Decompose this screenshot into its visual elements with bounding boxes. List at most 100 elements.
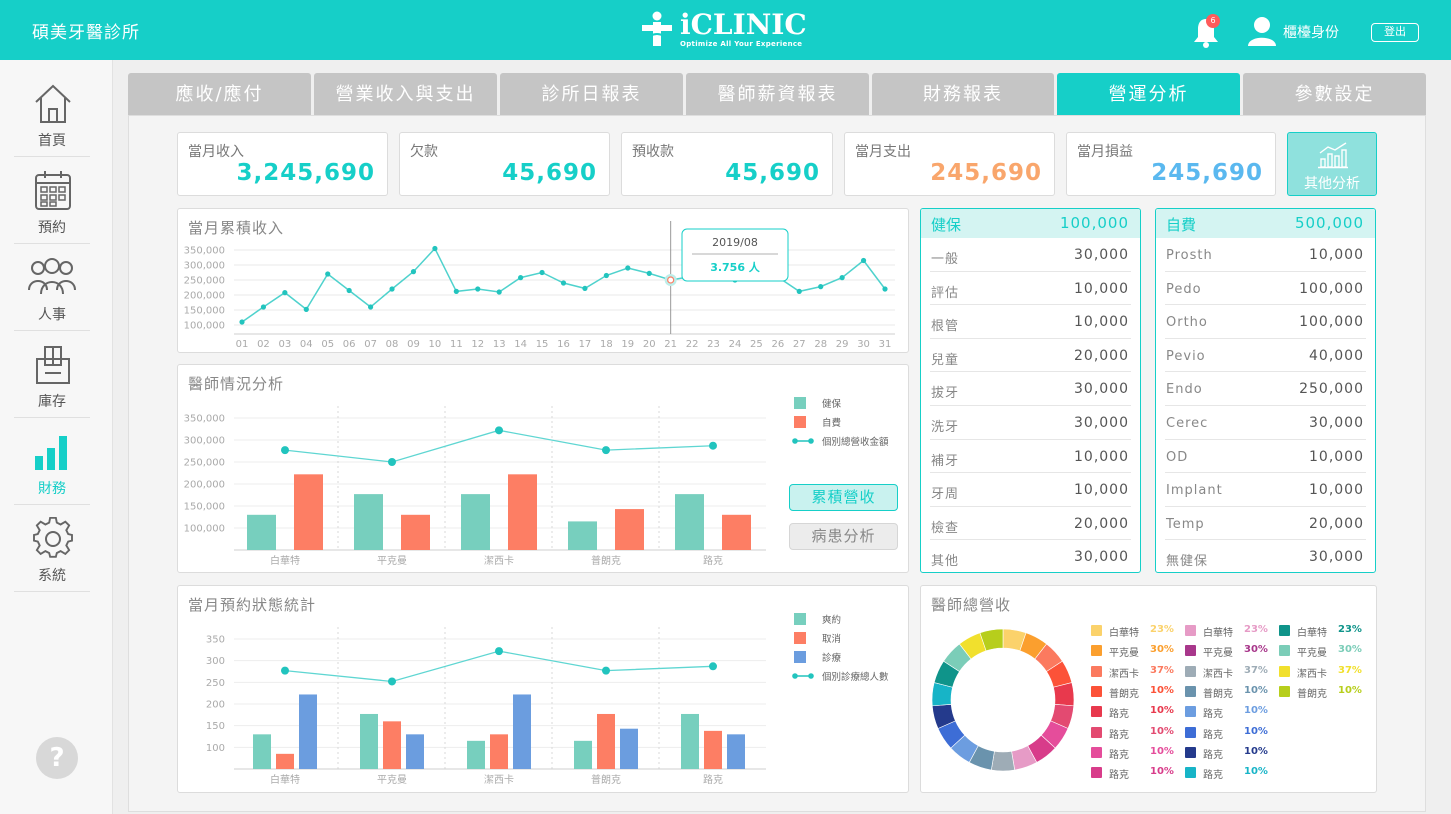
logout-button[interactable]: 登出 [1371, 23, 1419, 42]
bar [276, 753, 294, 769]
other-analysis-button[interactable]: 其他分析 [1287, 132, 1377, 196]
row-value: 30,000 [1309, 549, 1364, 566]
sidebar-label-home: 首頁 [38, 133, 66, 149]
patient-analysis-button[interactable]: 病患分析 [789, 523, 898, 550]
legend-name: 普朗克 [1203, 688, 1233, 700]
legend-swatch [1185, 685, 1196, 697]
self-pay-table: 自費 500,000 Prosth 10,000 Pedo 100,000 Ortho 1… [1155, 208, 1376, 573]
chart-title: 醫師情況分析 [188, 375, 285, 393]
help-button[interactable]: ? [36, 737, 78, 779]
legend-label: 個別診療總人數 [822, 671, 889, 683]
data-point [325, 271, 331, 277]
legend-swatch [1185, 706, 1196, 718]
y-tick-label: 200,000 [184, 291, 225, 302]
legend-dot [792, 673, 798, 679]
sidebar-item-personnel[interactable]: 人事 [14, 244, 90, 331]
app-logo[interactable]: iCLINIC Optimize All Your Experience [640, 10, 807, 48]
legend-item: 潔西卡 37% [1279, 665, 1369, 680]
row-value: 30,000 [1074, 247, 1129, 263]
tab-daily-report[interactable]: 診所日報表 [500, 73, 683, 116]
row-name: Cerec [1166, 415, 1209, 431]
tab-revenue-expense[interactable]: 營業收入與支出 [314, 73, 497, 116]
legend-swatch [1185, 746, 1196, 758]
x-tick-label: 30 [857, 339, 870, 350]
cumulative-income-chart[interactable]: 350,000 300,000 250,000 200,000 150,000 100,0… [178, 209, 910, 354]
sidebar-label-finance: 財務 [38, 481, 66, 497]
row-name: Pevio [1166, 348, 1206, 364]
tab-receivables[interactable]: 應收/應付 [128, 73, 311, 116]
y-tick-label: 350 [206, 635, 225, 646]
y-tick-label: 100,000 [184, 321, 225, 332]
tab-financial-report[interactable]: 財務報表 [872, 73, 1054, 116]
self-pay-table-title: 自費 [1166, 216, 1197, 234]
legend-percent: 30% [1244, 644, 1268, 656]
legend-percent: 37% [1244, 664, 1268, 676]
sidebar-label-personnel: 人事 [38, 307, 66, 323]
bar [294, 474, 323, 550]
y-tick-label: 300 [206, 656, 225, 667]
x-tick-label: 14 [514, 339, 527, 350]
sidebar-item-inventory[interactable]: 庫存 [14, 331, 90, 418]
row-name: 根管 [931, 319, 960, 335]
legend-swatch [1091, 665, 1102, 677]
row-value: 30,000 [1074, 381, 1129, 398]
kpi-card-monthly-income: 當月收入 3,245,690 [177, 132, 388, 196]
sidebar-item-appointment[interactable]: 預約 [14, 157, 90, 244]
self-pay-table-total: 500,000 [1294, 214, 1364, 232]
legend-item: 白華特 23% [1091, 624, 1181, 639]
x-tick-label: 05 [321, 339, 334, 350]
table-row: 無健保 30,000 [1165, 540, 1366, 572]
tab-settings[interactable]: 參數設定 [1243, 73, 1426, 116]
sidebar-item-finance[interactable]: 財務 [14, 418, 90, 505]
data-point [518, 275, 524, 281]
sidebar-item-system[interactable]: 系統 [14, 505, 90, 592]
data-point [882, 286, 888, 292]
appointment-status-card: 當月預約狀態統計 350 300 250 200 150 100 白華特 平克曼 潔西卡 普朗克 路… [177, 585, 909, 793]
sidebar-label-system: 系統 [38, 568, 66, 584]
row-value: 20,000 [1309, 515, 1364, 532]
legend-swatch [1185, 625, 1196, 636]
bar [513, 694, 531, 769]
kpi-value: 3,245,690 [236, 160, 375, 186]
legend-item: 路克 10% [1185, 745, 1275, 761]
x-tick-label: 09 [407, 339, 420, 350]
kpi-value: 245,690 [1151, 160, 1263, 186]
data-point [239, 319, 245, 325]
data-point [303, 306, 309, 312]
legend-percent: 10% [1244, 705, 1268, 717]
legend-percent: 30% [1338, 644, 1362, 656]
x-tick-label: 29 [836, 339, 849, 350]
table-row: Pedo 100,000 [1165, 272, 1366, 306]
sidebar-item-home[interactable]: 首頁 [14, 70, 90, 157]
cumulative-revenue-button[interactable]: 累積營收 [789, 484, 898, 511]
legend-percent: 10% [1150, 745, 1174, 757]
bar [704, 730, 722, 769]
kpi-card-prepayment: 預收款 45,690 [621, 132, 833, 196]
table-row: Implant 10,000 [1165, 473, 1366, 507]
line-point [281, 446, 289, 455]
x-tick-label: 16 [557, 339, 570, 350]
data-point [389, 286, 395, 292]
bar [467, 740, 485, 769]
user-role-label[interactable]: 櫃檯身份 [1283, 25, 1339, 41]
legend-percent: 10% [1244, 745, 1268, 757]
box-icon [36, 346, 70, 384]
y-tick-label: 300,000 [184, 436, 225, 447]
x-tick-label: 02 [257, 339, 270, 350]
legend-percent: 10% [1338, 684, 1362, 696]
bar [354, 494, 383, 550]
user-icon[interactable] [1248, 16, 1276, 46]
legend-name: 白華特 [1297, 628, 1327, 639]
tooltip-date: 2019/08 [712, 236, 758, 249]
row-value: 10,000 [1074, 482, 1129, 499]
legend-swatch [1091, 625, 1102, 636]
kpi-value: 45,690 [725, 160, 820, 186]
x-category-label: 普朗克 [591, 554, 621, 567]
tab-doctor-salary[interactable]: 醫師薪資報表 [686, 73, 869, 116]
legend-name: 潔西卡 [1297, 668, 1327, 680]
x-tick-label: 18 [600, 339, 613, 350]
legend-item: 路克 10% [1091, 726, 1181, 741]
data-point [860, 257, 867, 264]
tab-operations-analysis[interactable]: 營運分析 [1057, 73, 1240, 116]
line-point [388, 458, 396, 466]
